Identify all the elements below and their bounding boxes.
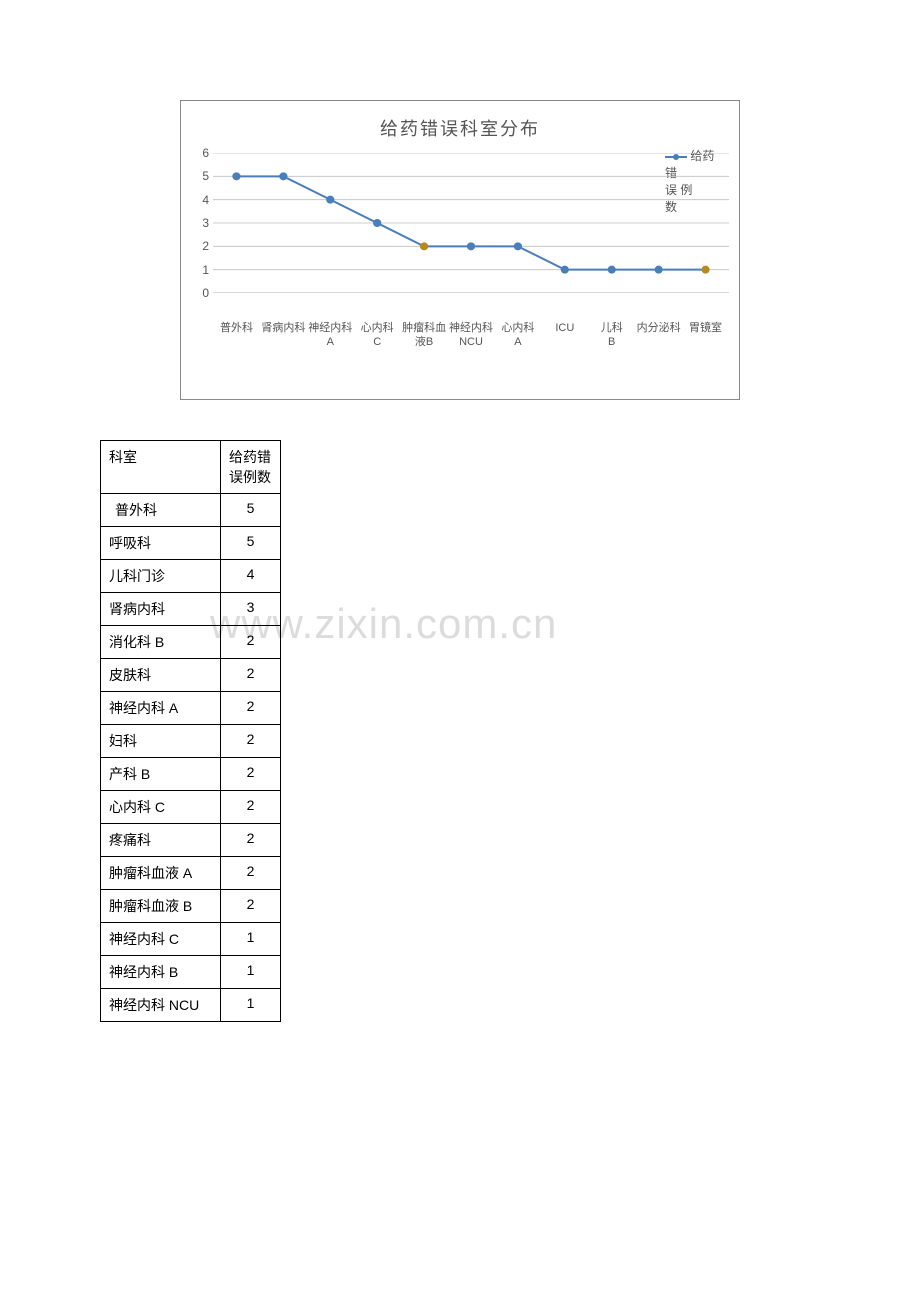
y-tick-label: 3 [202, 216, 209, 230]
table-row: 呼吸科5 [101, 527, 281, 560]
cell-dept: 神经内科 B [101, 956, 221, 989]
table-row: 儿科门诊4 [101, 560, 281, 593]
cell-dept: 神经内科 C [101, 923, 221, 956]
cell-dept: 产科 B [101, 758, 221, 791]
cell-count: 2 [221, 857, 281, 890]
cell-dept: 皮肤科 [101, 659, 221, 692]
table-row: 消化科 B2 [101, 626, 281, 659]
chart-svg [213, 153, 729, 293]
cell-dept: 呼吸科 [101, 527, 221, 560]
cell-count: 1 [221, 923, 281, 956]
cell-count: 1 [221, 956, 281, 989]
table-header-dept: 科室 [101, 441, 221, 494]
cell-dept: 疼痛科 [101, 824, 221, 857]
y-tick-label: 4 [202, 193, 209, 207]
table-header-row: 科室 给药错误例数 [101, 441, 281, 494]
table-row: 疼痛科2 [101, 824, 281, 857]
cell-dept: 神经内科 NCU [101, 989, 221, 1022]
data-table: 科室 给药错误例数 普外科5呼吸科5儿科门诊4肾病内科3消化科 B2皮肤科2神经… [100, 440, 281, 1022]
x-tick-label: 心内科C [354, 319, 401, 350]
cell-dept: 肿瘤科血液 A [101, 857, 221, 890]
table-row: 肿瘤科血液 A2 [101, 857, 281, 890]
table-row: 肿瘤科血液 B2 [101, 890, 281, 923]
x-tick-label: 神经内科NCU [448, 319, 495, 350]
y-tick-label: 2 [202, 239, 209, 253]
cell-count: 2 [221, 890, 281, 923]
x-tick-label: 普外科 [213, 319, 260, 350]
cell-dept: 心内科 C [101, 791, 221, 824]
table-row: 神经内科 B1 [101, 956, 281, 989]
cell-count: 2 [221, 725, 281, 758]
table-row: 神经内科 A2 [101, 692, 281, 725]
x-tick-label: 内分泌科 [635, 319, 682, 350]
chart-y-axis: 0123456 [191, 153, 213, 293]
x-tick-label: 肿瘤科血液B [401, 319, 448, 350]
table-row: 妇科2 [101, 725, 281, 758]
y-tick-label: 6 [202, 146, 209, 160]
table-row: 神经内科 NCU1 [101, 989, 281, 1022]
y-tick-label: 1 [202, 263, 209, 277]
table-row: 神经内科 C1 [101, 923, 281, 956]
cell-count: 2 [221, 692, 281, 725]
cell-dept: 普外科 [101, 494, 221, 527]
cell-count: 5 [221, 527, 281, 560]
x-tick-label: 心内科A [494, 319, 541, 350]
chart-title: 给药错误科室分布 [191, 115, 729, 141]
cell-count: 2 [221, 659, 281, 692]
table-header-count: 给药错误例数 [221, 441, 281, 494]
cell-count: 2 [221, 626, 281, 659]
chart-plot-area: 0 1 2 3 4 5 6 [191, 149, 729, 319]
y-tick-label: 5 [202, 169, 209, 183]
x-tick-label: 儿科B [588, 319, 635, 350]
cell-count: 1 [221, 989, 281, 1022]
cell-dept: 神经内科 A [101, 692, 221, 725]
x-tick-label: 肾病内科 [260, 319, 307, 350]
cell-dept: 肾病内科 [101, 593, 221, 626]
cell-dept: 妇科 [101, 725, 221, 758]
x-tick-label: 胃镜室 [682, 319, 729, 350]
cell-count: 2 [221, 824, 281, 857]
cell-count: 3 [221, 593, 281, 626]
cell-dept: 儿科门诊 [101, 560, 221, 593]
cell-count: 4 [221, 560, 281, 593]
cell-count: 5 [221, 494, 281, 527]
table-row: 肾病内科3 [101, 593, 281, 626]
y-tick-label: 0 [202, 286, 209, 300]
chart-container: 给药错误科室分布 给药错误 例数 0123456 普外科肾病内科神经内科A心内科… [180, 100, 740, 400]
x-tick-label: ICU [541, 319, 588, 350]
cell-count: 2 [221, 791, 281, 824]
cell-dept: 消化科 B [101, 626, 221, 659]
table-row: 皮肤科2 [101, 659, 281, 692]
table-row: 普外科5 [101, 494, 281, 527]
cell-dept: 肿瘤科血液 B [101, 890, 221, 923]
chart-x-axis: 普外科肾病内科神经内科A心内科C肿瘤科血液B神经内科NCU心内科AICU儿科B内… [213, 319, 729, 350]
x-tick-label: 神经内科A [307, 319, 354, 350]
table-row: 心内科 C2 [101, 791, 281, 824]
cell-count: 2 [221, 758, 281, 791]
table-row: 产科 B2 [101, 758, 281, 791]
